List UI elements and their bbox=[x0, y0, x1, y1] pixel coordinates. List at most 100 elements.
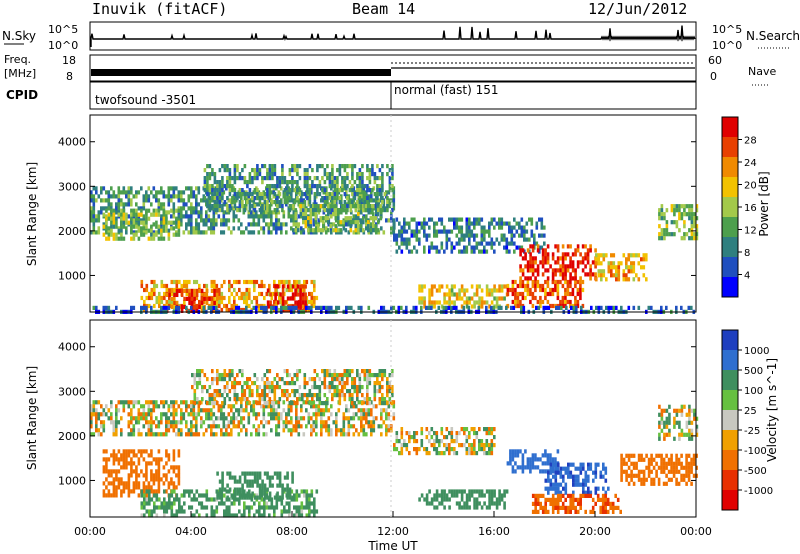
heatmap-cell bbox=[320, 412, 323, 417]
heatmap-cell bbox=[470, 249, 474, 254]
heatmap-cell bbox=[342, 424, 346, 429]
heatmap-cell bbox=[257, 222, 261, 227]
heatmap-cell bbox=[222, 416, 226, 421]
heatmap-cell bbox=[366, 377, 369, 382]
heatmap-cell bbox=[423, 497, 426, 502]
heatmap-cell bbox=[115, 428, 118, 433]
heatmap-cell bbox=[683, 236, 686, 241]
heatmap-cell bbox=[208, 172, 212, 177]
heatmap-cell bbox=[142, 457, 146, 462]
heatmap-cell bbox=[622, 277, 626, 282]
heatmap-cell bbox=[376, 196, 379, 201]
heatmap-cell bbox=[388, 381, 392, 386]
heatmap-cell bbox=[216, 196, 219, 201]
heatmap-cell bbox=[266, 385, 269, 390]
heatmap-cell bbox=[127, 202, 131, 207]
heatmap-cell bbox=[320, 230, 323, 235]
heatmap-cell bbox=[480, 447, 484, 452]
heatmap-cell bbox=[157, 236, 161, 241]
heatmap-cell bbox=[376, 192, 379, 197]
heatmap-cell bbox=[283, 369, 287, 374]
heatmap-cell bbox=[162, 190, 166, 195]
heatmap-cell bbox=[561, 283, 565, 289]
heatmap-cell bbox=[321, 188, 324, 193]
heatmap-cell bbox=[485, 229, 489, 234]
heatmap-cell bbox=[367, 424, 371, 429]
heatmap-cell bbox=[286, 180, 289, 185]
heatmap-cell bbox=[205, 513, 209, 518]
heatmap-cell bbox=[288, 208, 292, 213]
heatmap-cell bbox=[370, 230, 373, 235]
heatmap-cell bbox=[295, 493, 299, 498]
heatmap-cell bbox=[130, 224, 133, 229]
heatmap-cell bbox=[140, 232, 143, 237]
heatmap-cell bbox=[210, 296, 214, 301]
heatmap-cell bbox=[170, 424, 173, 429]
heatmap-cell bbox=[540, 217, 544, 222]
heatmap-cell bbox=[172, 485, 176, 490]
heatmap-cell bbox=[132, 218, 136, 223]
heatmap-cell bbox=[286, 192, 289, 197]
heatmap-cell bbox=[428, 431, 431, 436]
heatmap-cell bbox=[253, 176, 257, 181]
heatmap-cell bbox=[253, 381, 257, 386]
heatmap-cell bbox=[145, 400, 148, 405]
heatmap-cell bbox=[132, 212, 136, 217]
heatmap-cell bbox=[132, 208, 136, 213]
heatmap-cell bbox=[346, 172, 349, 177]
heatmap-cell bbox=[215, 424, 218, 429]
heatmap-cell bbox=[544, 291, 547, 297]
heatmap-cell bbox=[313, 369, 317, 374]
heatmap-cell bbox=[115, 416, 118, 421]
heatmap-cell bbox=[291, 184, 294, 189]
heatmap-cell bbox=[312, 400, 316, 405]
heatmap-cell bbox=[392, 416, 396, 421]
heatmap-cell bbox=[395, 233, 399, 238]
heatmap-cell bbox=[398, 229, 401, 234]
heatmap-cell bbox=[485, 241, 489, 246]
heatmap-cell bbox=[344, 208, 348, 213]
heatmap-cell bbox=[228, 208, 232, 213]
heatmap-cell bbox=[388, 385, 392, 390]
heatmap-cell bbox=[332, 420, 336, 425]
heatmap-cell bbox=[197, 412, 201, 417]
heatmap-cell bbox=[272, 412, 276, 417]
heatmap-cell bbox=[223, 397, 227, 402]
heatmap-cell bbox=[257, 214, 261, 219]
heatmap-cell bbox=[360, 190, 363, 195]
heatmap-cell bbox=[211, 204, 214, 209]
heatmap-cell bbox=[271, 401, 274, 406]
heatmap-cell bbox=[675, 204, 679, 209]
heatmap-cell bbox=[267, 226, 271, 231]
heatmap-cell bbox=[493, 249, 496, 254]
heatmap-cell bbox=[253, 495, 257, 500]
heatmap-cell bbox=[125, 461, 128, 466]
heatmap-cell bbox=[105, 404, 108, 409]
heatmap-cell bbox=[505, 245, 509, 250]
heatmap-cell bbox=[237, 218, 241, 223]
heatmap-cell bbox=[226, 180, 229, 185]
heatmap-cell bbox=[300, 194, 303, 199]
heatmap-cell bbox=[215, 218, 218, 223]
heatmap-cell bbox=[257, 230, 261, 235]
heatmap-cell bbox=[392, 230, 396, 235]
heatmap-cell bbox=[198, 401, 202, 406]
heatmap-cell bbox=[463, 427, 466, 432]
heatmap-cell bbox=[331, 385, 334, 390]
heatmap-cell bbox=[240, 513, 244, 518]
heatmap-cell bbox=[690, 212, 694, 217]
heatmap-cell bbox=[206, 184, 209, 189]
heatmap-cell bbox=[405, 241, 409, 246]
heatmap-cell bbox=[296, 389, 299, 394]
heatmap-cell bbox=[273, 495, 277, 500]
heatmap-cell bbox=[92, 218, 96, 223]
heatmap-cell bbox=[366, 196, 369, 201]
heatmap-cell bbox=[152, 457, 156, 462]
heatmap-cell bbox=[458, 505, 461, 510]
heatmap-cell bbox=[525, 221, 529, 226]
heatmap-cell bbox=[403, 443, 406, 448]
heatmap-cell bbox=[356, 393, 359, 398]
heatmap-cell bbox=[230, 420, 233, 425]
heatmap-cell bbox=[167, 428, 171, 433]
heatmap-cell bbox=[245, 408, 248, 413]
